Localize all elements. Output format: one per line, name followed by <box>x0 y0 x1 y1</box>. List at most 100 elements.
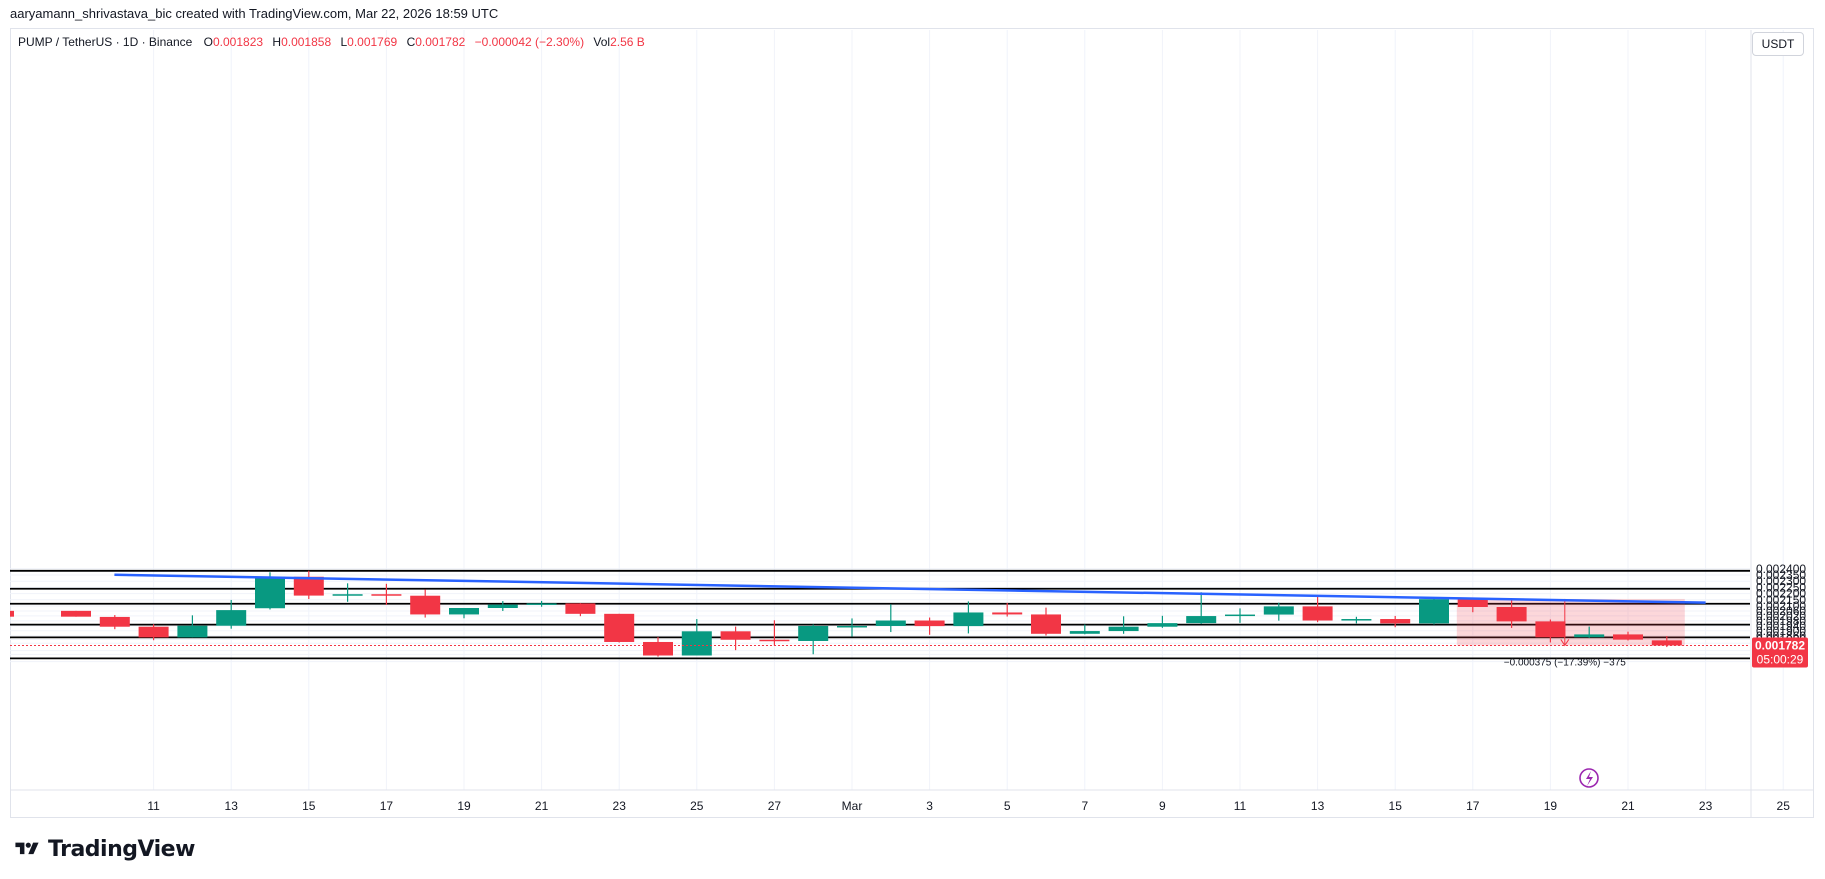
time-tick-label: 15 <box>302 799 316 813</box>
candle-body <box>1263 606 1294 615</box>
time-tick-label: 21 <box>1621 799 1635 813</box>
candle-body <box>1031 614 1061 634</box>
candle-body <box>293 576 324 596</box>
tradingview-logo-text: TradingView <box>48 836 195 862</box>
tradingview-logo[interactable]: TradingView <box>12 836 195 862</box>
measure-label: −0.000375 (−17.39%) −375 <box>1504 657 1626 668</box>
change-value: −0.000042 (−2.30%) <box>474 35 585 49</box>
time-tick-label: 5 <box>1004 799 1011 813</box>
time-tick-label: 25 <box>1777 799 1791 813</box>
time-tick-label: 9 <box>1159 799 1166 813</box>
candle-body <box>61 610 91 617</box>
price-tick-label: 0.002150 <box>1756 593 1806 607</box>
price-tick-label: 0.002060 <box>1756 604 1806 618</box>
candle-body <box>1651 640 1682 646</box>
time-tick-label: 3 <box>926 799 933 813</box>
time-tick-label: 21 <box>535 799 549 813</box>
candle-body <box>216 610 247 626</box>
open-value: 0.001823 <box>212 35 264 49</box>
candle-body <box>1341 619 1372 621</box>
time-tick-label: 15 <box>1389 799 1403 813</box>
low-value: 0.001769 <box>347 35 398 49</box>
price-tick-label: 0.001940 <box>1756 619 1806 633</box>
candle-body <box>371 594 402 596</box>
chart-grid <box>10 30 1784 790</box>
time-tick-label: 23 <box>1699 799 1713 813</box>
last-price-badge <box>1752 637 1808 668</box>
candle-body <box>875 620 906 626</box>
close-value: 0.001782 <box>415 35 466 49</box>
candle-body <box>1496 607 1527 622</box>
price-tick-label: 0.002400 <box>1756 562 1806 576</box>
trendline-line <box>114 573 1706 604</box>
measure-arrowhead <box>1560 639 1570 647</box>
candle-body <box>681 631 712 656</box>
candles <box>10 570 1682 657</box>
price-tick-label: 0.002200 <box>1756 587 1806 601</box>
candle-body <box>837 625 867 628</box>
time-tick-label: 27 <box>768 799 782 813</box>
alert-icon-circle <box>1579 768 1599 788</box>
chart-credit: aaryamann_shrivastava_bic created with T… <box>10 6 499 21</box>
price-range-measure: −0.000375 (−17.39%) −375 <box>1456 598 1685 668</box>
price-tick-label: 0.002250 <box>1756 580 1806 594</box>
candle-body <box>1186 616 1217 624</box>
alert-icon <box>1579 768 1599 788</box>
candle-body <box>138 626 169 638</box>
candle-body <box>565 603 596 614</box>
low-label: L <box>340 35 348 49</box>
candle-body <box>449 607 479 615</box>
candle-body <box>526 603 557 605</box>
candle-body <box>759 639 790 642</box>
countdown-label: 05:00:29 <box>1757 652 1804 666</box>
time-tick-label: 23 <box>613 799 627 813</box>
time-tick-label: 13 <box>1311 799 1325 813</box>
alert-icon-bolt <box>1586 771 1593 786</box>
volume-value: 2.56 B <box>610 35 645 49</box>
symbol-title[interactable]: PUMP / TetherUS · 1D · Binance <box>18 35 193 49</box>
time-tick-label: 17 <box>380 799 394 813</box>
price-axis: 0.0024000.0023500.0023000.0022500.002200… <box>1750 30 1808 817</box>
candle-body <box>1380 619 1411 624</box>
candle-body <box>177 625 208 638</box>
time-tick-label: 17 <box>1466 799 1480 813</box>
close-label: C <box>406 35 416 49</box>
price-tick-label: 0.002300 <box>1756 574 1806 588</box>
candle-body <box>1457 599 1488 608</box>
trendline <box>114 573 1706 604</box>
time-tick-label: 25 <box>690 799 704 813</box>
tradingview-logo-icon <box>15 842 39 855</box>
candle-body <box>1535 621 1566 638</box>
candle-body <box>643 641 673 656</box>
high-value: 0.001858 <box>281 35 332 49</box>
time-tick-label: 11 <box>147 799 160 813</box>
time-tick-label: 13 <box>225 799 239 813</box>
price-tick-label: 0.001900 <box>1756 624 1806 638</box>
candle-body <box>1613 634 1643 640</box>
candle-body <box>255 576 285 609</box>
candle-body <box>604 613 635 642</box>
time-axis: 11 13 15 17 19 21 23 25 27 Mar 3 5 7 9 11 13 15 17 19 21 23 2… <box>10 789 1814 813</box>
candle-body <box>1108 626 1139 632</box>
chart-frame <box>10 28 1814 818</box>
candle-body <box>1302 606 1333 621</box>
candle-body <box>798 625 829 641</box>
price-tick-label: 0.002350 <box>1756 568 1806 582</box>
candle-body <box>410 595 441 615</box>
last-price-label: 0.001782 <box>1755 638 1805 652</box>
volume-label: Vol <box>593 35 611 49</box>
candle-body <box>992 612 1023 615</box>
time-tick-label: 19 <box>1544 799 1558 813</box>
candle-body <box>914 620 945 627</box>
measure-box <box>1456 598 1685 646</box>
price-tick-label: 0.002020 <box>1756 609 1806 623</box>
time-tick-label: 7 <box>1081 799 1088 813</box>
candle-body <box>487 604 518 608</box>
symbol-legend: PUMP / TetherUS · 1D · Binance O0.001823… <box>18 35 651 49</box>
candle-body <box>1069 631 1100 634</box>
candle-body-partial <box>10 610 14 617</box>
time-tick-label: Mar <box>842 799 863 813</box>
currency-unit-button[interactable]: USDT <box>1752 32 1804 56</box>
time-tick-label: 11 <box>1234 799 1247 813</box>
